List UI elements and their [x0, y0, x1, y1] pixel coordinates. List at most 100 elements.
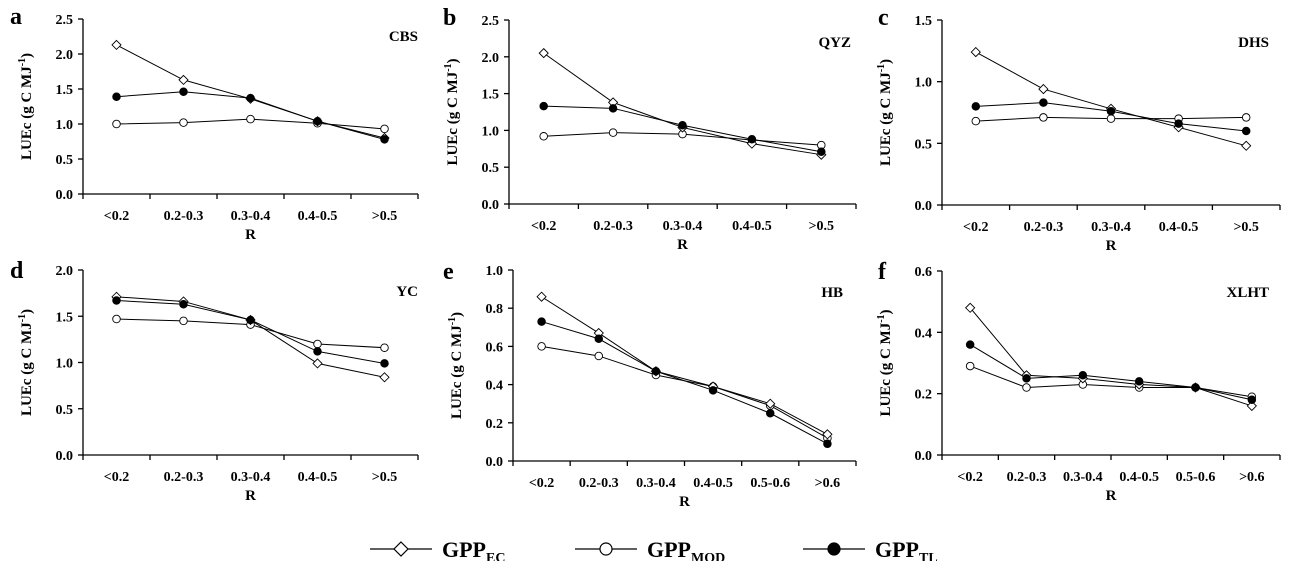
data-point-tl: [1106, 107, 1116, 116]
legend-item-mod: GPPMOD: [575, 537, 725, 561]
site-title: XLHT: [1226, 285, 1269, 301]
panel-letter: a: [10, 4, 22, 30]
data-point-tl: [112, 92, 121, 101]
series-line-ec: [116, 44, 385, 139]
y-tick-label: 0.0: [482, 198, 500, 213]
data-point-tl: [678, 120, 687, 130]
y-tick-label: 1.0: [486, 264, 504, 279]
legend-label: GPPTL: [875, 537, 938, 561]
x-tick-label: 0.4-0.5: [693, 476, 733, 491]
x-tick-label: <0.2: [963, 220, 988, 235]
y-tick-label: 0.5: [56, 403, 74, 418]
x-tick-label: 0.3-0.4: [636, 476, 676, 491]
panel-letter: f: [878, 259, 887, 285]
y-tick-label: 0.6: [915, 265, 933, 280]
x-tick-label: >0.5: [809, 219, 834, 234]
x-tick-label: 0.4-0.5: [732, 219, 772, 234]
data-point-tl: [539, 101, 548, 111]
data-point-mod: [112, 119, 121, 129]
y-axis-label: LUEc (g C MJ-1): [876, 59, 894, 166]
y-axis-label: LUEc (g C MJ-1): [17, 53, 35, 160]
y-tick-label: 0.5: [482, 161, 500, 176]
x-tick-label: 0.2-0.3: [164, 470, 204, 485]
data-point-mod: [594, 351, 604, 361]
legend-marker-diamond: [393, 541, 409, 557]
y-tick-label: 1.0: [56, 118, 74, 133]
y-tick-label: 0.6: [486, 340, 504, 355]
series-line-ec: [541, 296, 828, 435]
legend-item-ec: GPPEC: [370, 537, 505, 561]
data-point-ec: [765, 398, 776, 409]
y-axis-label: LUEc (g C MJ-1): [447, 312, 465, 419]
data-point-mod: [608, 128, 618, 137]
site-title: HB: [821, 285, 843, 301]
x-axis-label: R: [245, 488, 256, 504]
x-tick-label: >0.6: [815, 476, 840, 491]
x-axis-label: R: [679, 494, 690, 510]
site-title: YC: [396, 284, 418, 300]
data-point-mod: [179, 118, 188, 127]
data-point-tl: [1247, 395, 1257, 405]
y-axis-label: LUEc (g C MJ-1): [876, 309, 894, 416]
data-point-tl: [313, 116, 322, 126]
x-tick-label: 0.5-0.6: [750, 476, 790, 491]
panel-e: e 0.0 0.2 0.4 0.6 0.8 1.0 <0.2 0.2-0.3 0.3-0.4 0.4…: [443, 259, 857, 510]
data-point-tl: [708, 386, 718, 395]
y-tick-label: 1.0: [915, 76, 933, 91]
x-tick-label: 0.4-0.5: [1119, 470, 1159, 485]
y-tick-label: 1.5: [482, 88, 500, 103]
legend: GPPEC GPPMOD GPPTL: [370, 537, 938, 561]
y-tick-label: 0.5: [915, 137, 933, 152]
data-point-tl: [1241, 126, 1251, 136]
x-tick-label: >0.5: [1233, 220, 1258, 235]
series-line-tl: [541, 321, 828, 445]
x-tick-label: 0.3-0.4: [663, 219, 703, 234]
data-point-tl: [594, 334, 604, 344]
y-tick-label: 0.8: [486, 302, 504, 317]
x-tick-label: 0.3-0.4: [1063, 470, 1103, 485]
y-tick-label: 1.0: [56, 357, 74, 372]
data-point-tl: [1174, 119, 1183, 128]
x-tick-label: 0.4-0.5: [298, 470, 338, 485]
y-tick-label: 0.2: [915, 388, 933, 403]
panel-letter: e: [443, 259, 454, 285]
y-tick-label: 0.0: [486, 455, 504, 470]
data-point-ec: [970, 46, 981, 58]
y-tick-label: 0.4: [915, 326, 933, 341]
data-point-ec: [111, 39, 122, 51]
legend-label: GPPMOD: [647, 537, 725, 561]
y-tick-label: 1.5: [915, 14, 933, 29]
data-point-tl: [246, 93, 255, 103]
y-tick-label: 0.5: [56, 153, 74, 168]
x-tick-label: 0.2-0.3: [579, 476, 619, 491]
data-point-mod: [1241, 113, 1251, 122]
x-tick-label: >0.6: [1239, 470, 1264, 485]
x-tick-label: <0.2: [104, 209, 129, 224]
y-tick-label: 0.0: [915, 449, 933, 464]
x-tick-label: >0.5: [372, 470, 397, 485]
x-tick-label: 0.2-0.3: [1007, 470, 1047, 485]
data-point-mod: [537, 342, 546, 351]
data-point-tl: [380, 135, 389, 144]
data-point-tl: [1191, 383, 1200, 392]
data-point-tl: [179, 87, 188, 97]
x-tick-label: 0.3-0.4: [1091, 220, 1131, 235]
panel-letter: d: [10, 258, 24, 284]
panel-b: b 0.0 0.5 1.0 1.5 2.0 2.5 <0.2 0.2-0.3 0.3-0.4 0.4…: [443, 5, 857, 253]
series-line-ec: [975, 51, 1247, 147]
data-point-tl: [766, 409, 775, 418]
chart-panels: a 0.0 0.5 1.0 1.5 2.0 2.5 <0.2 0.2-0.3 0.3-0.4 0.4…: [10, 4, 1281, 510]
data-point-mod: [1022, 383, 1031, 392]
legend-item-tl: GPPTL: [803, 537, 938, 561]
data-point-mod: [112, 314, 121, 324]
data-point-tl: [817, 147, 826, 156]
y-tick-label: 0.0: [56, 188, 74, 203]
data-point-ec: [312, 358, 323, 369]
x-axis-label: R: [1106, 238, 1117, 254]
y-tick-label: 0.4: [486, 379, 504, 394]
site-title: CBS: [389, 29, 418, 45]
data-point-tl: [537, 317, 546, 326]
data-point-mod: [539, 132, 548, 141]
y-axis-label: LUEc (g C MJ-1): [443, 58, 461, 165]
